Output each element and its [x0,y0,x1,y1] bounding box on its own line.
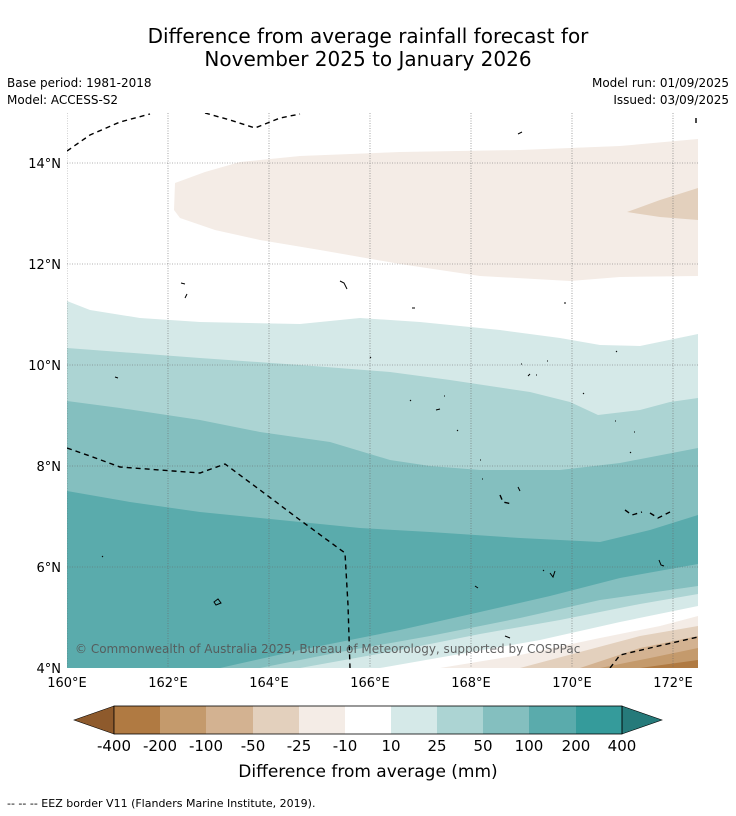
colorbar-bin-pos200-400 [576,706,622,734]
lat-label-8n: 8°N [37,460,62,475]
contour-neg50-25-north [627,188,698,220]
latitude-labels: 14°N 12°N 10°N 8°N 6°N 4°N [28,157,61,677]
copyright-notice: © Commonwealth of Australia 2025, Bureau… [75,642,580,656]
cb-label-neg25: -25 [287,737,312,755]
issued-date: Issued: 03/09/2025 [613,93,729,107]
colorbar-bin-neg200-100 [160,706,206,734]
contour-neg200-100-south [67,648,698,668]
cb-label-neg10: -10 [333,737,358,755]
islands [101,131,665,639]
lon-label-164e: 164°E [249,676,289,691]
lat-label-10n: 10°N [28,359,61,374]
cb-label-pos25: 25 [427,737,446,755]
cb-label-neg100: -100 [189,737,223,755]
longitude-labels: 160°E 162°E 164°E 166°E 168°E 170°E 172°… [47,676,693,691]
eez-footnote: -- -- -- EEZ border V11 (Flanders Marine… [7,797,316,810]
lat-label-4n: 4°N [37,662,62,677]
map-title-line2: November 2025 to January 2026 [204,47,532,71]
colorbar-bin-neg50-25 [253,706,299,734]
map-plot-area: © Commonwealth of Australia 2025, Bureau… [67,113,698,668]
model-name: Model: ACCESS-S2 [7,93,119,107]
eez-borders [67,113,698,668]
lon-label-166e: 166°E [350,676,390,691]
map-title-line1: Difference from average rainfall forecas… [147,24,589,48]
lat-label-14n: 14°N [28,157,61,172]
colorbar-arrow-low [73,705,115,735]
lon-label-160e: 160°E [47,676,87,691]
cb-label-pos200: 200 [562,737,591,755]
contour-neg25-10-north [174,139,698,281]
colorbar-arrow-high [621,705,663,735]
colorbar-bin-pos50-100 [483,706,529,734]
colorbar-bin-pos25-50 [437,706,483,734]
cb-label-neg200: -200 [143,737,177,755]
colorbar-labels: -400 -200 -100 -50 -25 -10 10 25 50 100 … [97,737,636,755]
lat-label-12n: 12°N [28,258,61,273]
colorbar-bin-neg25-10 [299,706,345,734]
cb-label-neg50: -50 [241,737,266,755]
cb-label-pos50: 50 [473,737,492,755]
lon-label-172e: 172°E [653,676,693,691]
colorbar-bin-neg100-50 [206,706,253,734]
cb-label-neg400: -400 [97,737,131,755]
colorbar-bin-pos10-25 [391,706,437,734]
colorbar-bin-neg10-10 [345,706,391,734]
lon-label-170e: 170°E [552,676,592,691]
lat-label-6n: 6°N [37,561,62,576]
lon-label-168e: 168°E [451,676,491,691]
contour-neg25-10-south [67,616,698,668]
lon-label-162e: 162°E [148,676,188,691]
colorbar-bin-neg400-200 [114,706,160,734]
cb-label-pos10: 10 [381,737,400,755]
colorbar [73,705,663,735]
cb-label-pos100: 100 [515,737,544,755]
colorbar-title: Difference from average (mm) [238,762,498,782]
model-run: Model run: 01/09/2025 [591,76,729,90]
cb-label-pos400: 400 [608,737,637,755]
colorbar-bin-pos100-200 [529,706,576,734]
gridlines [67,113,698,668]
base-period: Base period: 1981-2018 [7,76,152,90]
